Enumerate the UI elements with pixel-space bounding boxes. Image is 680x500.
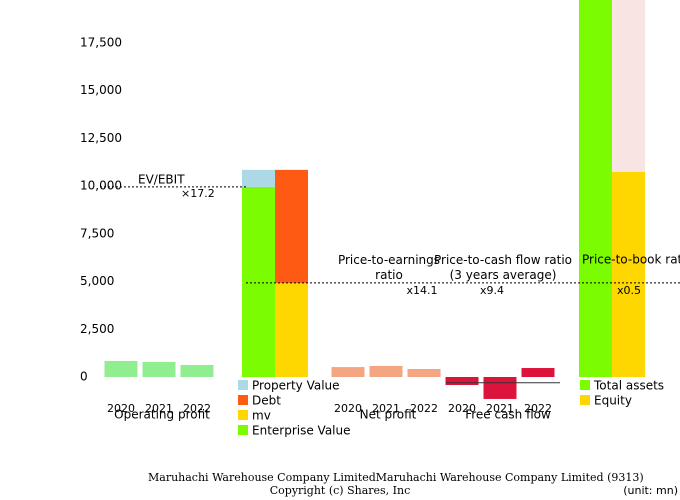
footer-unit: (unit: mn) xyxy=(623,484,678,497)
year-label: 2020 xyxy=(107,402,135,415)
legend-label: Total assets xyxy=(593,379,664,393)
y-tick-label: 0 xyxy=(80,369,88,383)
y-tick-label: 5,000 xyxy=(80,274,114,288)
legend-swatch xyxy=(238,410,248,420)
ev-ebit-label: EV/EBIT xyxy=(138,172,185,186)
year-label: 2020 xyxy=(334,402,362,415)
legend-label: Enterprise Value xyxy=(252,424,351,438)
bar xyxy=(275,282,308,377)
y-tick-label: 7,500 xyxy=(80,226,114,240)
bar xyxy=(242,186,275,377)
y-tick-label: 2,500 xyxy=(80,322,114,336)
legend-swatch xyxy=(238,425,248,435)
bar xyxy=(369,365,403,377)
bar xyxy=(483,376,517,399)
y-tick-label: 12,500 xyxy=(80,131,122,145)
group-label: Free cash flow xyxy=(465,408,551,422)
bar xyxy=(579,0,612,377)
legend-label: Debt xyxy=(252,394,281,408)
bar xyxy=(445,376,479,386)
y-tick-label: 15,000 xyxy=(80,83,122,97)
y-tick-label: 10,000 xyxy=(80,179,122,193)
year-label: 2022 xyxy=(524,402,552,415)
ev-ebit-value: ×17.2 xyxy=(181,187,215,200)
bar xyxy=(407,368,441,377)
year-label: 2022 xyxy=(410,402,438,415)
legend-label: Property Value xyxy=(252,379,340,393)
year-label: 2021 xyxy=(486,402,514,415)
legend-swatch xyxy=(580,380,590,390)
bar xyxy=(242,169,275,187)
y-tick-label: 17,500 xyxy=(80,35,122,49)
bar xyxy=(612,171,645,377)
plot-area xyxy=(100,0,680,399)
ratio-label: Price-to-cash flow ratio (3 years average… xyxy=(434,252,572,281)
legend-swatch xyxy=(238,380,248,390)
year-label: 2020 xyxy=(448,402,476,415)
legend-label: mv xyxy=(252,409,271,423)
ratio-label: Price-to-earnings ratio xyxy=(338,252,440,281)
legend-swatch xyxy=(238,395,248,405)
bar xyxy=(142,361,176,377)
year-label: 2022 xyxy=(183,402,211,415)
bar xyxy=(104,360,138,377)
footer-copyright: Copyright (c) Shares, Inc xyxy=(270,484,411,497)
ratio-value: x9.4 xyxy=(480,284,504,297)
ratio-value: x0.5 xyxy=(617,284,641,297)
footer-company: Maruhachi Warehouse Company LimitedMaruh… xyxy=(148,471,644,484)
legend-label: Equity xyxy=(594,394,632,408)
ratio-label: Price-to-book ratio xyxy=(582,252,680,266)
bar xyxy=(275,169,308,283)
bar xyxy=(521,368,555,377)
ratio-value: x14.1 xyxy=(406,284,437,297)
group-label: Operating profit xyxy=(114,408,210,422)
bar xyxy=(331,367,365,377)
bar xyxy=(180,364,214,377)
year-label: 2021 xyxy=(145,402,173,415)
legend-swatch xyxy=(580,395,590,405)
group-label: Net profit xyxy=(360,408,417,422)
year-label: 2021 xyxy=(372,402,400,415)
